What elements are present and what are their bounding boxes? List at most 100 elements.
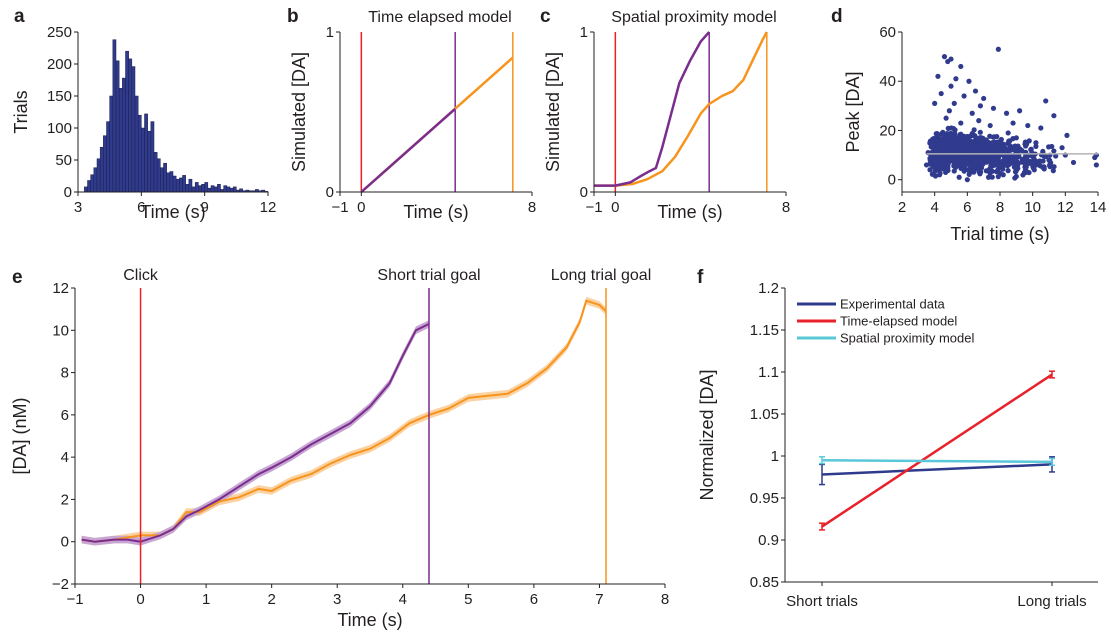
scatter-point bbox=[1037, 158, 1043, 164]
histogram-bar bbox=[217, 184, 221, 193]
scatter-point bbox=[1026, 169, 1032, 176]
scatter-point bbox=[1012, 143, 1018, 149]
panel-f-x-tick-label: Long trials bbox=[1017, 593, 1086, 610]
panel-c-series-orange bbox=[594, 31, 768, 187]
panel-b-title: Time elapsed model bbox=[368, 9, 511, 26]
scatter-point bbox=[970, 147, 977, 154]
scatter-point bbox=[958, 120, 964, 126]
scatter-point bbox=[1070, 159, 1077, 166]
scatter-point bbox=[960, 165, 966, 171]
scatter-point bbox=[1002, 145, 1008, 151]
scatter-point bbox=[1005, 148, 1012, 154]
panel-e-x-tick-label: 3 bbox=[333, 591, 341, 608]
histogram-bar bbox=[194, 182, 199, 193]
panel-f-x-tick-label: Short trials bbox=[786, 593, 858, 610]
panel-a-x-tick-label: 12 bbox=[260, 199, 277, 216]
histogram-bar bbox=[87, 180, 91, 193]
panel-a-letter: a bbox=[14, 6, 25, 27]
scatter-point bbox=[995, 167, 1001, 173]
scatter-point bbox=[1017, 108, 1023, 114]
panel-f-letter: f bbox=[697, 267, 704, 288]
legend-label: Time-elapsed model bbox=[840, 314, 957, 329]
scatter-point bbox=[945, 125, 951, 131]
panel-a-y-label: Trials bbox=[11, 90, 31, 133]
scatter-point bbox=[995, 174, 1001, 180]
scatter-point bbox=[969, 110, 975, 116]
scatter-point bbox=[994, 134, 1000, 140]
scatter-point bbox=[1000, 172, 1006, 178]
panel-e-x-tick-label: 8 bbox=[661, 591, 669, 608]
panel-f-y-tick-label: 1.05 bbox=[750, 406, 779, 423]
panel-e-series-purple bbox=[81, 323, 430, 543]
scatter-point bbox=[987, 122, 993, 129]
panel-e-x-tick-label: 2 bbox=[267, 591, 275, 608]
histogram-bar bbox=[179, 177, 183, 193]
scatter-point bbox=[932, 147, 938, 153]
scatter-point bbox=[1010, 120, 1016, 126]
panel-f-y-label: Normalized [DA] bbox=[697, 369, 717, 500]
histogram-bar bbox=[229, 187, 234, 193]
histogram-bar bbox=[131, 66, 136, 193]
scatter-point bbox=[985, 139, 992, 146]
panel-a-y-tick-label: 200 bbox=[47, 56, 72, 73]
panel-e-x-tick-label: 7 bbox=[595, 591, 603, 608]
scatter-point bbox=[964, 133, 971, 140]
histogram-bar bbox=[160, 167, 164, 193]
scatter-point bbox=[951, 168, 957, 174]
scatter-point bbox=[1033, 140, 1039, 146]
panel-d-x-tick-label: 4 bbox=[930, 199, 938, 216]
scatter-point bbox=[971, 152, 978, 158]
histogram-bar bbox=[172, 175, 177, 193]
scatter-point bbox=[1043, 98, 1049, 104]
histogram-bar bbox=[84, 186, 88, 193]
panel-e-y-tick-label: 0 bbox=[61, 534, 69, 551]
scatter-point bbox=[1051, 113, 1057, 119]
panel-c-title: Spatial proximity model bbox=[611, 9, 776, 26]
scatter-point bbox=[977, 129, 983, 135]
panel-f-series-line bbox=[821, 463, 1053, 476]
scatter-point bbox=[977, 165, 983, 171]
panel-d-y-tick-label: 0 bbox=[888, 172, 896, 189]
scatter-point bbox=[1029, 160, 1035, 166]
scatter-point bbox=[927, 140, 933, 146]
scatter-point bbox=[1093, 162, 1099, 168]
scatter-point bbox=[972, 88, 979, 94]
histogram-bar bbox=[147, 130, 152, 193]
scatter-point bbox=[1022, 160, 1028, 166]
panel-b-y-tick-label: 1 bbox=[326, 24, 334, 41]
histogram-bar bbox=[93, 167, 98, 193]
scatter-point bbox=[1026, 138, 1032, 144]
histogram-bar bbox=[112, 39, 117, 193]
histogram-bar bbox=[144, 113, 148, 193]
panel-e-y-tick-label: −2 bbox=[52, 576, 69, 593]
histogram-bar bbox=[150, 121, 155, 193]
legend-label: Spatial proximity model bbox=[840, 331, 974, 346]
scatter-point bbox=[948, 132, 954, 139]
scatter-point bbox=[946, 108, 952, 114]
scatter-point bbox=[939, 137, 945, 143]
scatter-point bbox=[964, 177, 970, 183]
scatter-point bbox=[1041, 166, 1047, 172]
histogram-bar bbox=[191, 186, 196, 193]
scatter-point bbox=[977, 103, 984, 109]
panel-d-x-tick-label: 6 bbox=[963, 199, 971, 216]
panel-e-y-tick-label: 12 bbox=[52, 280, 69, 297]
histogram-bar bbox=[137, 114, 142, 193]
scatter-point bbox=[993, 140, 999, 146]
scatter-point bbox=[1012, 175, 1018, 181]
panel-e-x-label: Time (s) bbox=[337, 610, 402, 630]
panel-e-annotation: Click bbox=[123, 267, 159, 284]
histogram-bar bbox=[213, 186, 218, 193]
scatter-point bbox=[943, 115, 949, 121]
histogram-bar bbox=[99, 146, 104, 193]
panel-d-x-tick-label: 10 bbox=[1024, 199, 1041, 216]
scatter-point bbox=[1005, 168, 1011, 174]
panel-f-y-tick-label: 1.1 bbox=[758, 364, 779, 381]
panel-e-sem-band bbox=[81, 320, 429, 546]
panel-d-x-tick-label: 2 bbox=[898, 199, 906, 216]
scatter-point bbox=[956, 174, 962, 180]
scatter-point bbox=[971, 132, 977, 138]
scatter-point bbox=[1050, 168, 1056, 174]
histogram-bar bbox=[210, 185, 215, 193]
panel-e-y-tick-label: 10 bbox=[52, 322, 69, 339]
